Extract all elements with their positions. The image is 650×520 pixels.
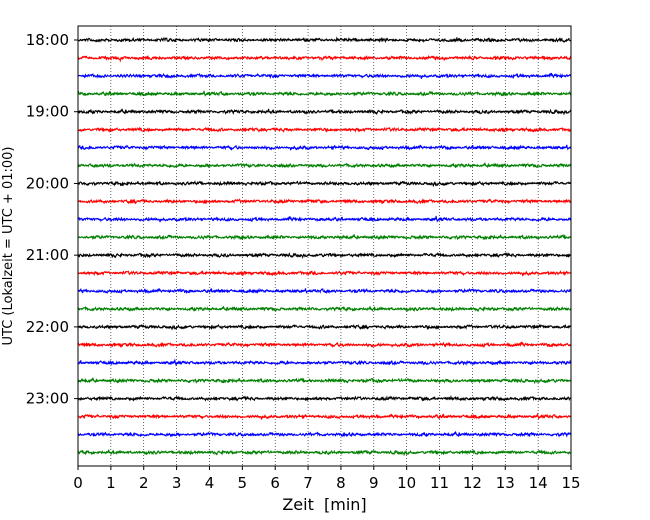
trace-line xyxy=(77,144,572,151)
x-tick-label: 3 xyxy=(172,474,182,492)
x-tick-label: 5 xyxy=(238,474,248,492)
y-axis: 18:00 19:00 20:00 21:00 22:00 23:00 xyxy=(26,31,78,408)
x-tick-label: 12 xyxy=(463,474,482,492)
y-tick-label: 19:00 xyxy=(26,103,69,121)
x-tick-label: 1 xyxy=(106,474,116,492)
x-tick-label: 2 xyxy=(139,474,149,492)
trace-line xyxy=(77,234,572,241)
x-tick-label: 8 xyxy=(336,474,346,492)
x-tick-label: 14 xyxy=(529,474,548,492)
x-tick-label: 9 xyxy=(369,474,379,492)
y-tick-label: 20:00 xyxy=(26,174,69,192)
y-tick-label: 18:00 xyxy=(26,31,69,49)
trace-line xyxy=(77,90,572,97)
x-tick-label: 7 xyxy=(303,474,313,492)
trace-line xyxy=(77,359,572,367)
x-axis: 0 1 2 3 4 5 6 7 8 9 10 11 12 13 14 15 xyxy=(73,466,581,492)
x-axis-label: Zeit [min] xyxy=(282,495,366,514)
trace-line xyxy=(77,413,572,420)
trace-line xyxy=(77,54,572,63)
traces xyxy=(77,36,572,457)
x-tick-label: 13 xyxy=(496,474,515,492)
x-tick-label: 0 xyxy=(73,474,83,492)
trace-line xyxy=(77,377,572,385)
trace-line xyxy=(77,198,572,205)
trace-line xyxy=(77,269,572,277)
trace-line xyxy=(77,108,572,116)
trace-line xyxy=(77,252,572,259)
x-tick-label: 4 xyxy=(205,474,215,492)
y-tick-label: 21:00 xyxy=(26,246,69,264)
trace-line xyxy=(77,341,572,348)
x-tick-label: 10 xyxy=(397,474,416,492)
trace-line xyxy=(77,394,572,402)
y-axis-label: UTC (Lokalzeit = UTC + 01:00) xyxy=(1,147,16,346)
trace-line xyxy=(77,449,572,457)
trace-line xyxy=(77,72,572,79)
trace-line xyxy=(77,323,572,331)
trace-line xyxy=(77,287,572,295)
plot-frame xyxy=(77,25,572,467)
x-tick-label: 6 xyxy=(270,474,280,492)
trace-line xyxy=(77,36,572,44)
x-tick-label: 11 xyxy=(430,474,449,492)
x-tick-label: 15 xyxy=(561,474,580,492)
trace-line xyxy=(77,180,572,188)
y-tick-label: 23:00 xyxy=(26,390,69,408)
y-tick-label: 22:00 xyxy=(26,318,69,336)
vertical-grid xyxy=(110,26,539,466)
trace-line xyxy=(77,431,572,438)
trace-line xyxy=(77,305,572,313)
trace-line xyxy=(77,215,572,223)
trace-line xyxy=(77,126,572,133)
trace-line xyxy=(77,162,572,169)
